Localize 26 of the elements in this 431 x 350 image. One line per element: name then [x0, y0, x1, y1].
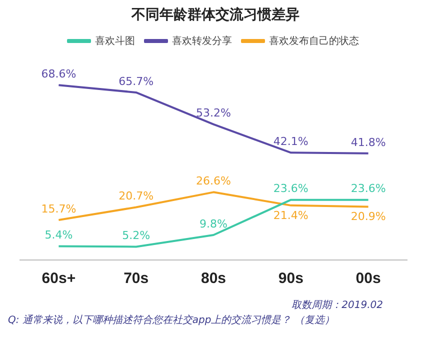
data-label: 5.2% [122, 229, 150, 242]
data-label: 53.2% [196, 106, 231, 120]
x-tick-label: 70s [124, 270, 149, 288]
text: Q: 通常来说，以下哪种描述符合您在社交app上的交流习惯是？ （复选） [8, 314, 336, 328]
data-label: 41.8% [350, 136, 386, 149]
data-label: 65.7% [118, 74, 154, 88]
data-label: 23.6% [273, 182, 308, 196]
data-label: 15.7% [41, 202, 76, 216]
data-label: 68.6% [41, 67, 76, 80]
text: 取数周期：2019.02 [292, 298, 383, 313]
data-label: 5.4% [44, 228, 73, 242]
data-label: 20.9% [350, 210, 386, 224]
data-label: 42.1% [273, 135, 308, 148]
x-tick-label: 00s [356, 270, 381, 288]
chart-title: 不同年龄群体交流习惯差异 [130, 6, 300, 25]
data-label: 23.6% [350, 182, 386, 196]
data-label: 26.6% [196, 174, 231, 188]
legend-label: 喜欢转发分享 [172, 34, 232, 47]
x-tick-label: 80s [200, 270, 226, 288]
x-tick-label: 60s+ [42, 270, 76, 288]
data-label: 20.7% [118, 190, 154, 203]
legend-label: 喜欢发布自己的状态 [269, 34, 359, 47]
x-tick-label: 90s [278, 270, 304, 288]
data-label: 21.4% [273, 208, 308, 222]
data-label: 9.8% [200, 217, 228, 230]
legend-label: 喜欢斗图 [95, 34, 135, 47]
